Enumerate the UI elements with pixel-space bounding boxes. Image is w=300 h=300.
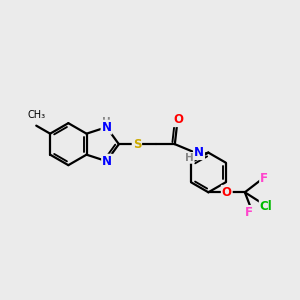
Text: F: F — [245, 206, 253, 219]
Text: O: O — [222, 186, 232, 199]
Text: S: S — [133, 138, 141, 151]
Text: N: N — [102, 155, 112, 168]
Text: Cl: Cl — [260, 200, 272, 212]
Text: O: O — [173, 113, 183, 126]
Text: H: H — [102, 117, 111, 127]
Text: CH₃: CH₃ — [27, 110, 45, 120]
Text: N: N — [194, 146, 204, 159]
Text: H: H — [185, 153, 194, 163]
Text: N: N — [101, 121, 112, 134]
Text: F: F — [260, 172, 268, 185]
